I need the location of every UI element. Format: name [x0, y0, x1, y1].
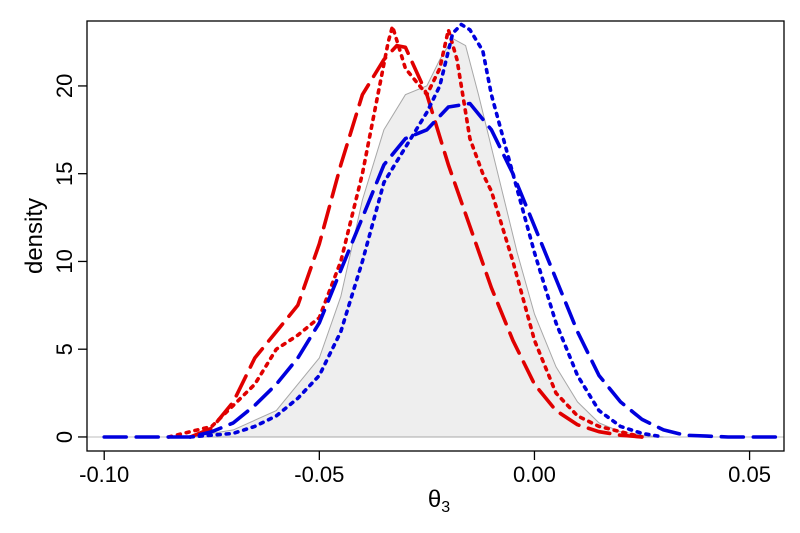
plot-content [87, 22, 784, 439]
plot-frame [86, 20, 785, 452]
series-2-dotted-line [166, 24, 644, 439]
series-4-dotted-line [188, 22, 666, 439]
x-tick-label-1: -0.05 [294, 462, 344, 487]
x-axis-label: θ3 [428, 486, 450, 516]
x-tick-label-2: 0.00 [513, 462, 556, 487]
x-tick-label-3: 0.05 [728, 462, 771, 487]
x-tick-label-0: -0.10 [79, 462, 129, 487]
y-tick-label-2: 10 [52, 249, 77, 273]
y-axis-label: density [21, 198, 48, 274]
series-0-area [190, 37, 664, 438]
y-tick-label-1: 5 [52, 343, 77, 355]
series-1-longdash-line [188, 43, 644, 439]
y-tick-label-4: 20 [52, 74, 77, 98]
y-tick-label-0: 0 [52, 431, 77, 443]
axes: -0.10 -0.05 0.00 0.05 0 5 10 15 20 [52, 74, 771, 487]
series-3-longdash-line [102, 101, 784, 439]
y-tick-label-3: 15 [52, 161, 77, 185]
